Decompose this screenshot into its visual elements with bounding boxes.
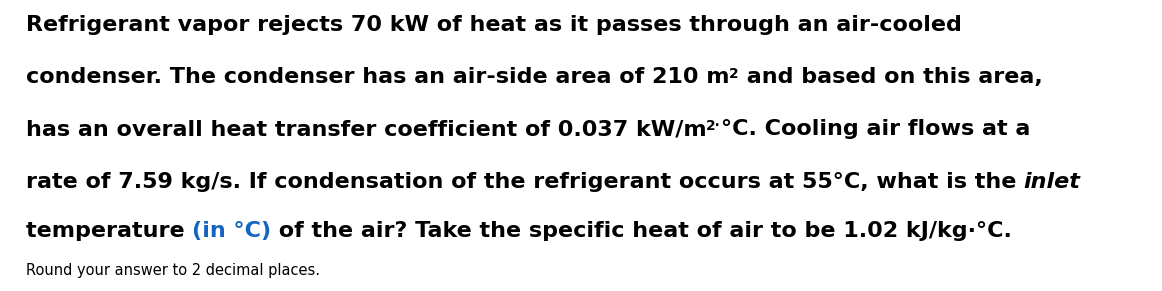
Text: 2: 2 (729, 67, 739, 81)
Text: 2·: 2· (706, 119, 720, 133)
Text: inlet: inlet (1024, 172, 1081, 192)
Text: has an overall heat transfer coefficient of 0.037 kW/m: has an overall heat transfer coefficient… (26, 119, 706, 139)
Text: temperature: temperature (26, 221, 192, 241)
Text: condenser. The condenser has an air-side area of 210 m: condenser. The condenser has an air-side… (26, 67, 729, 87)
Text: (in °C): (in °C) (192, 221, 271, 241)
Text: Round your answer to 2 decimal places.: Round your answer to 2 decimal places. (26, 263, 320, 278)
Text: Refrigerant vapor rejects 70 kW of heat as it passes through an air-cooled: Refrigerant vapor rejects 70 kW of heat … (26, 15, 961, 35)
Text: °C. Cooling air flows at a: °C. Cooling air flows at a (720, 119, 1031, 139)
Text: of the air? Take the specific heat of air to be 1.02 kJ/kg·°C.: of the air? Take the specific heat of ai… (271, 221, 1012, 241)
Text: rate of 7.59 kg/s. If condensation of the refrigerant occurs at 55°C, what is th: rate of 7.59 kg/s. If condensation of th… (26, 172, 1024, 192)
Text: and based on this area,: and based on this area, (739, 67, 1042, 87)
